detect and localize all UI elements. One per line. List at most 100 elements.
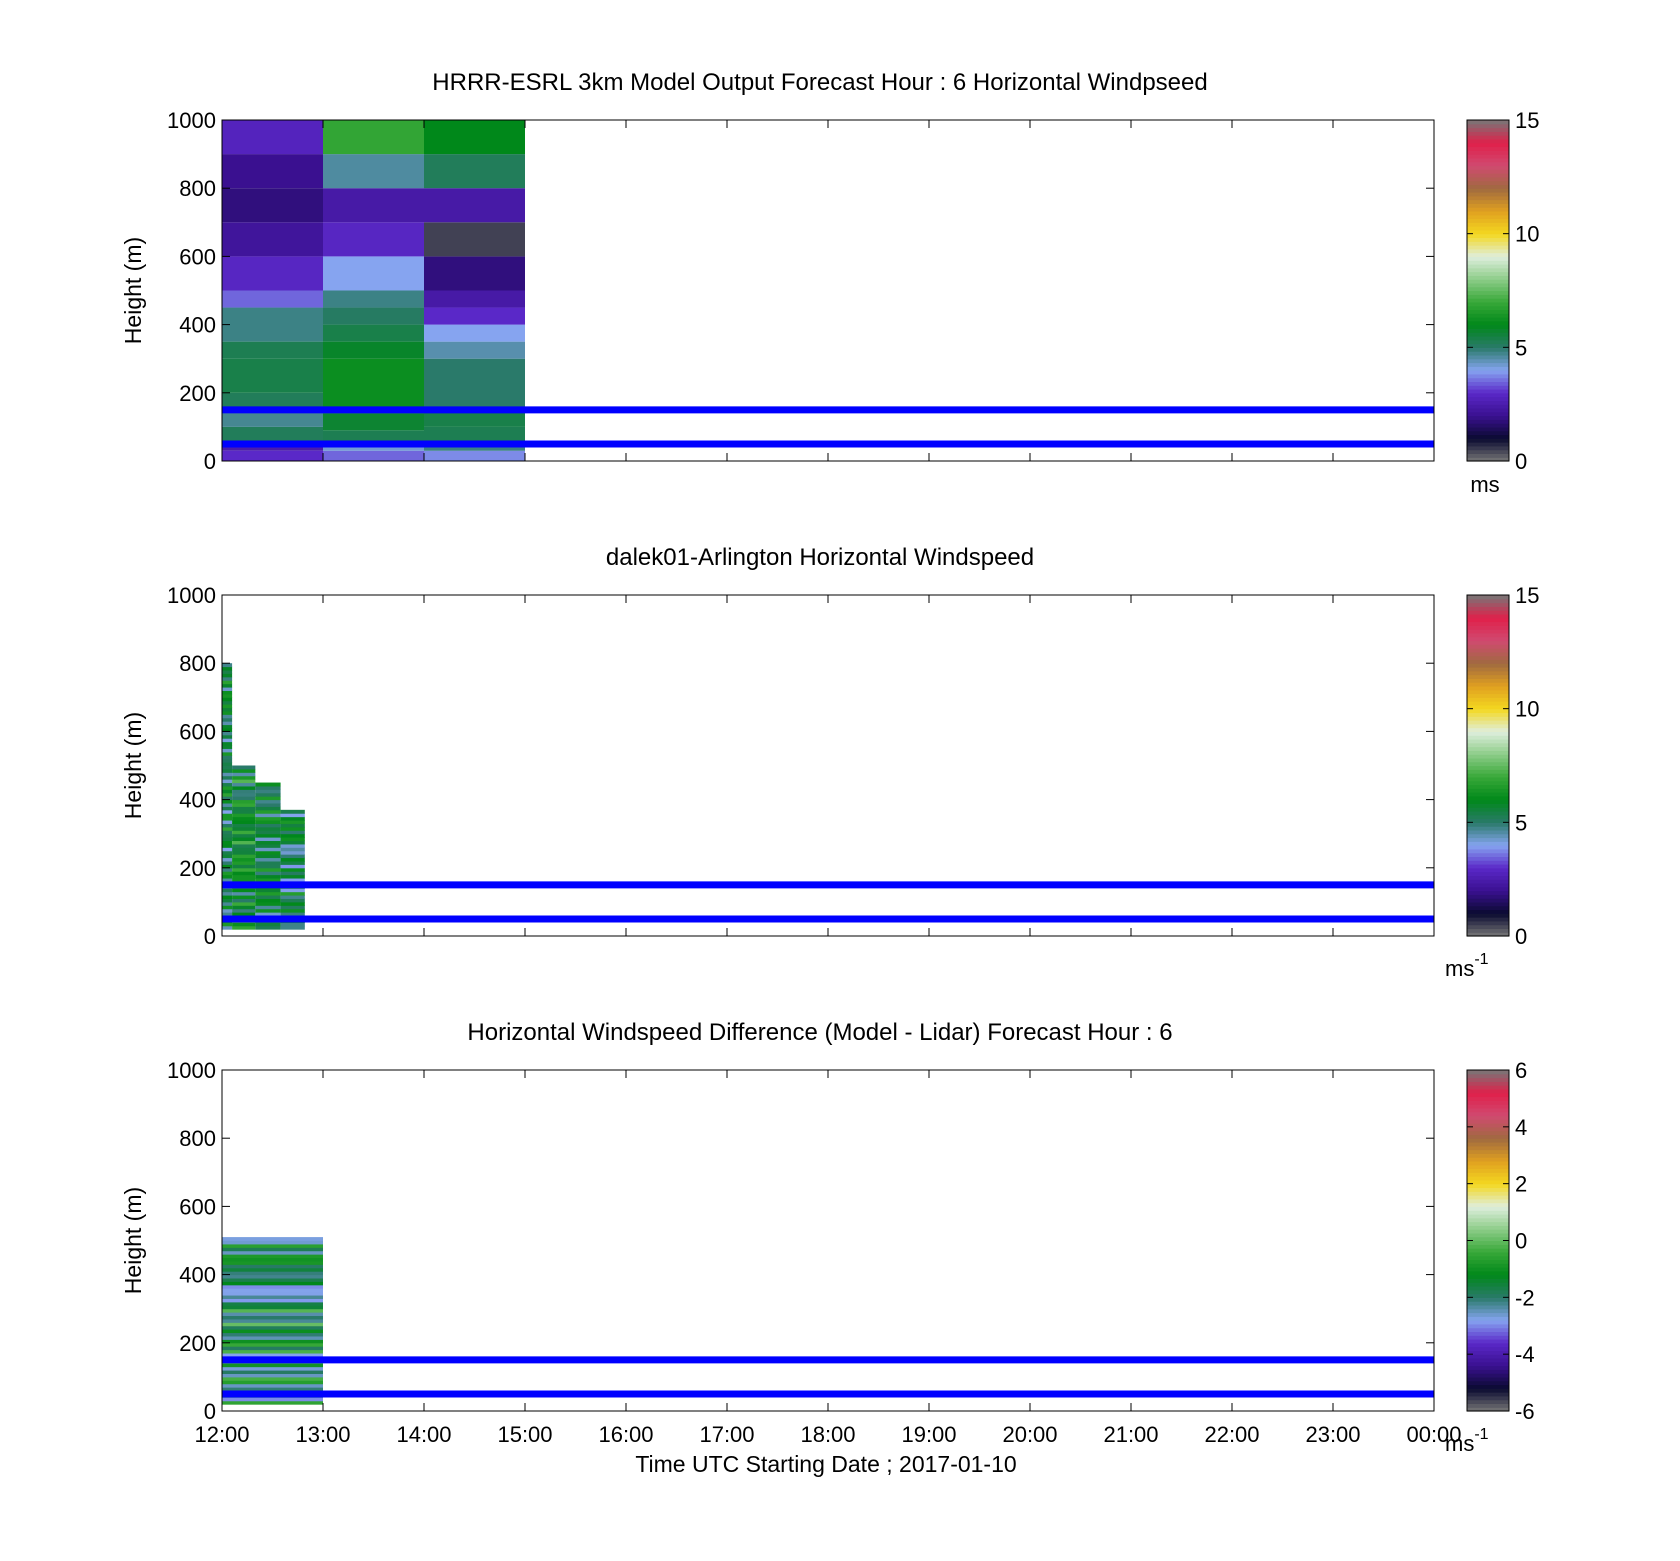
colorbar-segment [1467, 419, 1509, 424]
colorbar-segment [1467, 442, 1509, 447]
x-axis-label: Time UTC Starting Date ; 2017-01-10 [635, 1451, 1016, 1477]
heatmap-cell [222, 721, 233, 726]
colorbar-segment [1467, 693, 1509, 698]
colorbar-segment [1467, 712, 1509, 717]
colorbar-segment [1467, 856, 1509, 861]
heatmap-cell [222, 905, 233, 910]
heatmap-cell [232, 901, 256, 906]
heatmap-cell [222, 704, 233, 709]
colorbar-segment [1467, 267, 1509, 273]
colorbar-segment [1467, 784, 1509, 789]
heatmap-cell [222, 222, 323, 257]
colorbar-segment [1467, 165, 1509, 170]
heatmap-cell [222, 864, 233, 869]
heatmap-cell [222, 1370, 323, 1374]
heatmap-cell [232, 874, 256, 879]
heatmap-cell [232, 840, 256, 845]
heatmap-cell [232, 826, 256, 831]
y-tick-label: 800 [179, 176, 216, 201]
colorbar-segment [1467, 909, 1509, 914]
colorbar-segment [1467, 343, 1509, 348]
colorbar-segment [1467, 795, 1509, 801]
y-tick-label: 400 [179, 313, 216, 338]
colorbar-segment [1467, 848, 1509, 854]
heatmap-cell [323, 341, 424, 359]
colorbar-segment [1467, 1168, 1509, 1173]
colorbar-frame [1466, 594, 1510, 937]
colorbar: -6 -4 -2 0 2 4 6 [1466, 1058, 1535, 1424]
colorbar-segment [1467, 347, 1509, 352]
y-tick-label: 0 [204, 924, 216, 949]
colorbar-segment [1467, 1179, 1509, 1185]
heatmap-cell [255, 901, 281, 906]
colorbar-segment [1467, 1088, 1509, 1094]
colorbar-segment [1467, 154, 1509, 159]
colorbar-segment [1467, 282, 1509, 288]
heatmap-cell [255, 864, 281, 869]
colorbar-segment [1467, 598, 1509, 604]
colorbar-segment [1467, 1354, 1509, 1359]
colorbar-segment [1467, 332, 1509, 337]
heatmap-cell [222, 758, 233, 763]
colorbar-segment [1467, 1399, 1509, 1405]
heatmap-cell [232, 878, 256, 882]
heatmap-cell [222, 1353, 323, 1357]
colorbar-segment [1467, 602, 1509, 607]
heatmap-cell [222, 714, 233, 719]
colorbar-segment [1467, 1217, 1509, 1223]
colorbar-segment [1467, 335, 1509, 341]
colorbar-segment [1467, 1301, 1509, 1306]
heatmap-cell [323, 307, 424, 325]
heatmap-cell [222, 765, 233, 770]
heatmap-cell [222, 826, 233, 831]
colorbar-tick-label: 15 [1515, 108, 1539, 133]
colorbar-segment [1467, 780, 1509, 786]
heatmap-cell [323, 290, 424, 308]
heatmap-cell [255, 925, 281, 930]
heatmap-cell [255, 820, 281, 824]
colorbar-segment [1467, 1160, 1509, 1166]
heatmap-cell [323, 154, 424, 189]
colorbar-segment [1467, 1312, 1509, 1317]
heatmap-cell [280, 830, 305, 835]
heatmap-cell [424, 341, 525, 359]
colorbar-segment [1467, 389, 1509, 394]
heatmap-cell [232, 796, 256, 801]
heatmap-cell [222, 751, 233, 756]
heatmap-cell [222, 785, 233, 790]
heatmap-cell [222, 188, 323, 223]
heatmap-cell [222, 666, 233, 671]
heatmap-cell [222, 1349, 323, 1354]
colorbar-segment [1467, 1092, 1509, 1098]
heatmap-cells [222, 663, 305, 930]
colorbar-segment [1467, 666, 1509, 672]
y-axis-label: Height (m) [120, 712, 146, 819]
heatmap-cell [255, 833, 281, 838]
heatmap-cell [323, 450, 424, 461]
colorbar-segment [1467, 1229, 1509, 1234]
colorbar-segment [1467, 670, 1509, 676]
heatmap-cell [232, 768, 256, 773]
colorbar-segment [1467, 313, 1509, 318]
heatmap-cell [424, 358, 525, 410]
colorbar-segment [1467, 184, 1509, 189]
heatmap-cell [222, 840, 233, 845]
heatmap-cell [255, 871, 281, 876]
heatmap-cell [255, 830, 281, 835]
colorbar-segment [1467, 1388, 1509, 1393]
heatmap-cell [222, 1240, 323, 1245]
colorbar-segment [1467, 716, 1509, 721]
colorbar-segment [1467, 445, 1509, 451]
heatmap-cell [232, 895, 256, 899]
heatmap-cell [222, 154, 323, 189]
colorbar-segment [1467, 146, 1509, 151]
colorbar-segment [1467, 1077, 1509, 1082]
colorbar-segment [1467, 328, 1509, 333]
colorbar-segment [1467, 275, 1509, 280]
colorbar-unit: ms-1 [1445, 1426, 1489, 1456]
colorbar-segment [1467, 632, 1509, 638]
colorbar-segment [1467, 1339, 1509, 1344]
heatmap-cell [424, 120, 525, 155]
heatmap-cell [280, 816, 305, 821]
